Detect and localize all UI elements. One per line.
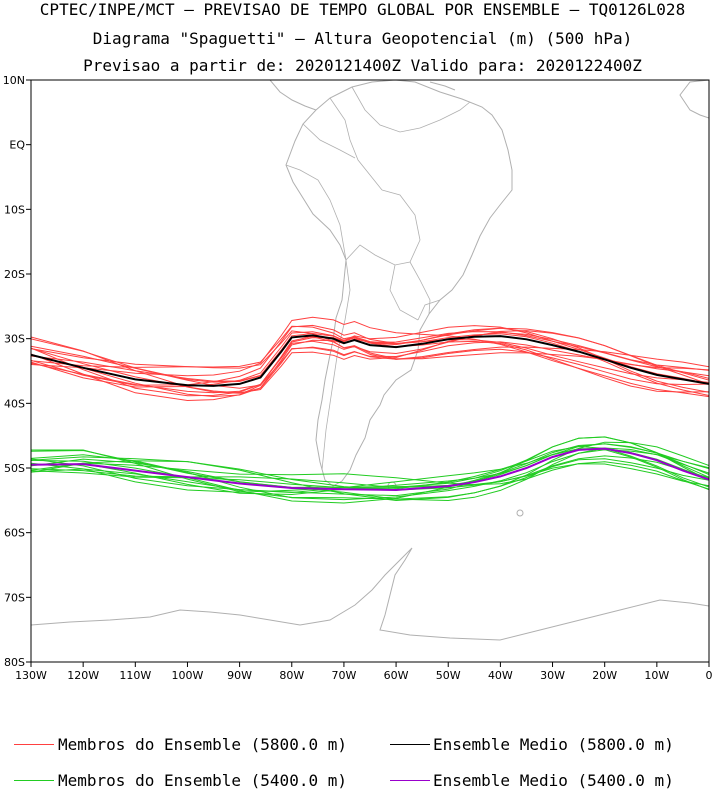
ensemble-member-line <box>31 341 709 389</box>
lon-tick-label: 30W <box>540 669 565 682</box>
legend-members-5400-swatch <box>14 780 54 781</box>
lon-tick-label: 120W <box>67 669 99 682</box>
title-line-2: Diagrama "Spaguetti" – Altura Geopotenci… <box>92 29 633 48</box>
lon-tick-label: 0 <box>706 669 713 682</box>
lon-tick-label: 10W <box>644 669 669 682</box>
ensemble-members-5800 <box>31 316 709 402</box>
title-line-3: Previsao a partir de: 2020121400Z Valido… <box>83 56 642 75</box>
ensemble-member-line <box>31 316 709 398</box>
lon-tick-label: 110W <box>119 669 151 682</box>
ensemble-mean-5800-line <box>31 334 709 387</box>
lat-tick-label: 80S <box>4 656 25 669</box>
legend-mean-5800-swatch <box>390 744 430 745</box>
lat-tick-label: 40S <box>4 397 25 410</box>
lat-tick-label: 60S <box>4 527 25 540</box>
lat-tick-label: 10N <box>3 74 25 87</box>
ensemble-member-line <box>31 331 709 394</box>
lat-tick-label: 10S <box>4 203 25 216</box>
ensemble-member-line <box>31 456 709 502</box>
ensemble-member-line <box>31 330 709 386</box>
ensemble-member-line <box>31 461 709 490</box>
lon-tick-label: 100W <box>172 669 204 682</box>
legend-mean-5800-label: Ensemble Medio (5800.0 m) <box>433 735 674 754</box>
legend-mean-5400-swatch <box>390 780 430 781</box>
lon-tick-label: 70W <box>331 669 356 682</box>
country-borders <box>285 86 471 471</box>
lat-tick-label: 50S <box>4 462 25 475</box>
central-america-coast <box>269 80 317 111</box>
ensemble-member-line <box>31 325 709 393</box>
ensemble-member-line <box>31 449 709 501</box>
antarctica-coast <box>31 547 709 662</box>
longitude-ticks: 130W 120W 110W 100W 90W 80W 70W 60W 50W 40W 30W 20W… <box>15 662 713 682</box>
ensemble-members-5400 <box>31 436 709 504</box>
south-america-coast <box>285 80 513 487</box>
ensemble-member-line <box>31 460 709 491</box>
lon-tick-label: 50W <box>436 669 461 682</box>
latitude-ticks: 10N EQ 10S 20S 30S 40S 50S 60S 70S 80S <box>3 74 31 669</box>
ensemble-member-line <box>31 447 709 502</box>
lon-tick-label: 20W <box>592 669 617 682</box>
lat-tick-label: 20S <box>4 268 25 281</box>
lon-tick-label: 40W <box>488 669 513 682</box>
lon-tick-label: 60W <box>384 669 409 682</box>
legend-mean-5400-label: Ensemble Medio (5400.0 m) <box>433 771 674 790</box>
lat-tick-label: EQ <box>9 139 25 152</box>
ensemble-member-line <box>31 443 709 496</box>
ensemble-member-line <box>31 331 709 398</box>
south-georgia <box>516 509 524 517</box>
legend-members-5800-label: Membros do Ensemble (5800.0 m) <box>58 735 347 754</box>
lon-tick-label: 80W <box>279 669 304 682</box>
ensemble-member-line <box>31 330 709 397</box>
title-line-1: CPTEC/INPE/MCT – PREVISAO DE TEMPO GLOBA… <box>39 0 686 19</box>
legend-members-5400-label: Membros do Ensemble (5400.0 m) <box>58 771 347 790</box>
lon-tick-label: 130W <box>15 669 47 682</box>
lat-tick-label: 30S <box>4 333 25 346</box>
africa-coast <box>679 80 709 119</box>
lon-tick-label: 90W <box>227 669 252 682</box>
plot-frame <box>30 79 710 663</box>
ensemble-mean-5400-line <box>31 447 709 492</box>
lat-tick-label: 70S <box>4 591 25 604</box>
legend-members-5800-swatch <box>14 744 54 745</box>
ensemble-member-line <box>31 332 709 383</box>
ensemble-member-line <box>31 448 709 491</box>
caribbean-island <box>429 81 456 91</box>
